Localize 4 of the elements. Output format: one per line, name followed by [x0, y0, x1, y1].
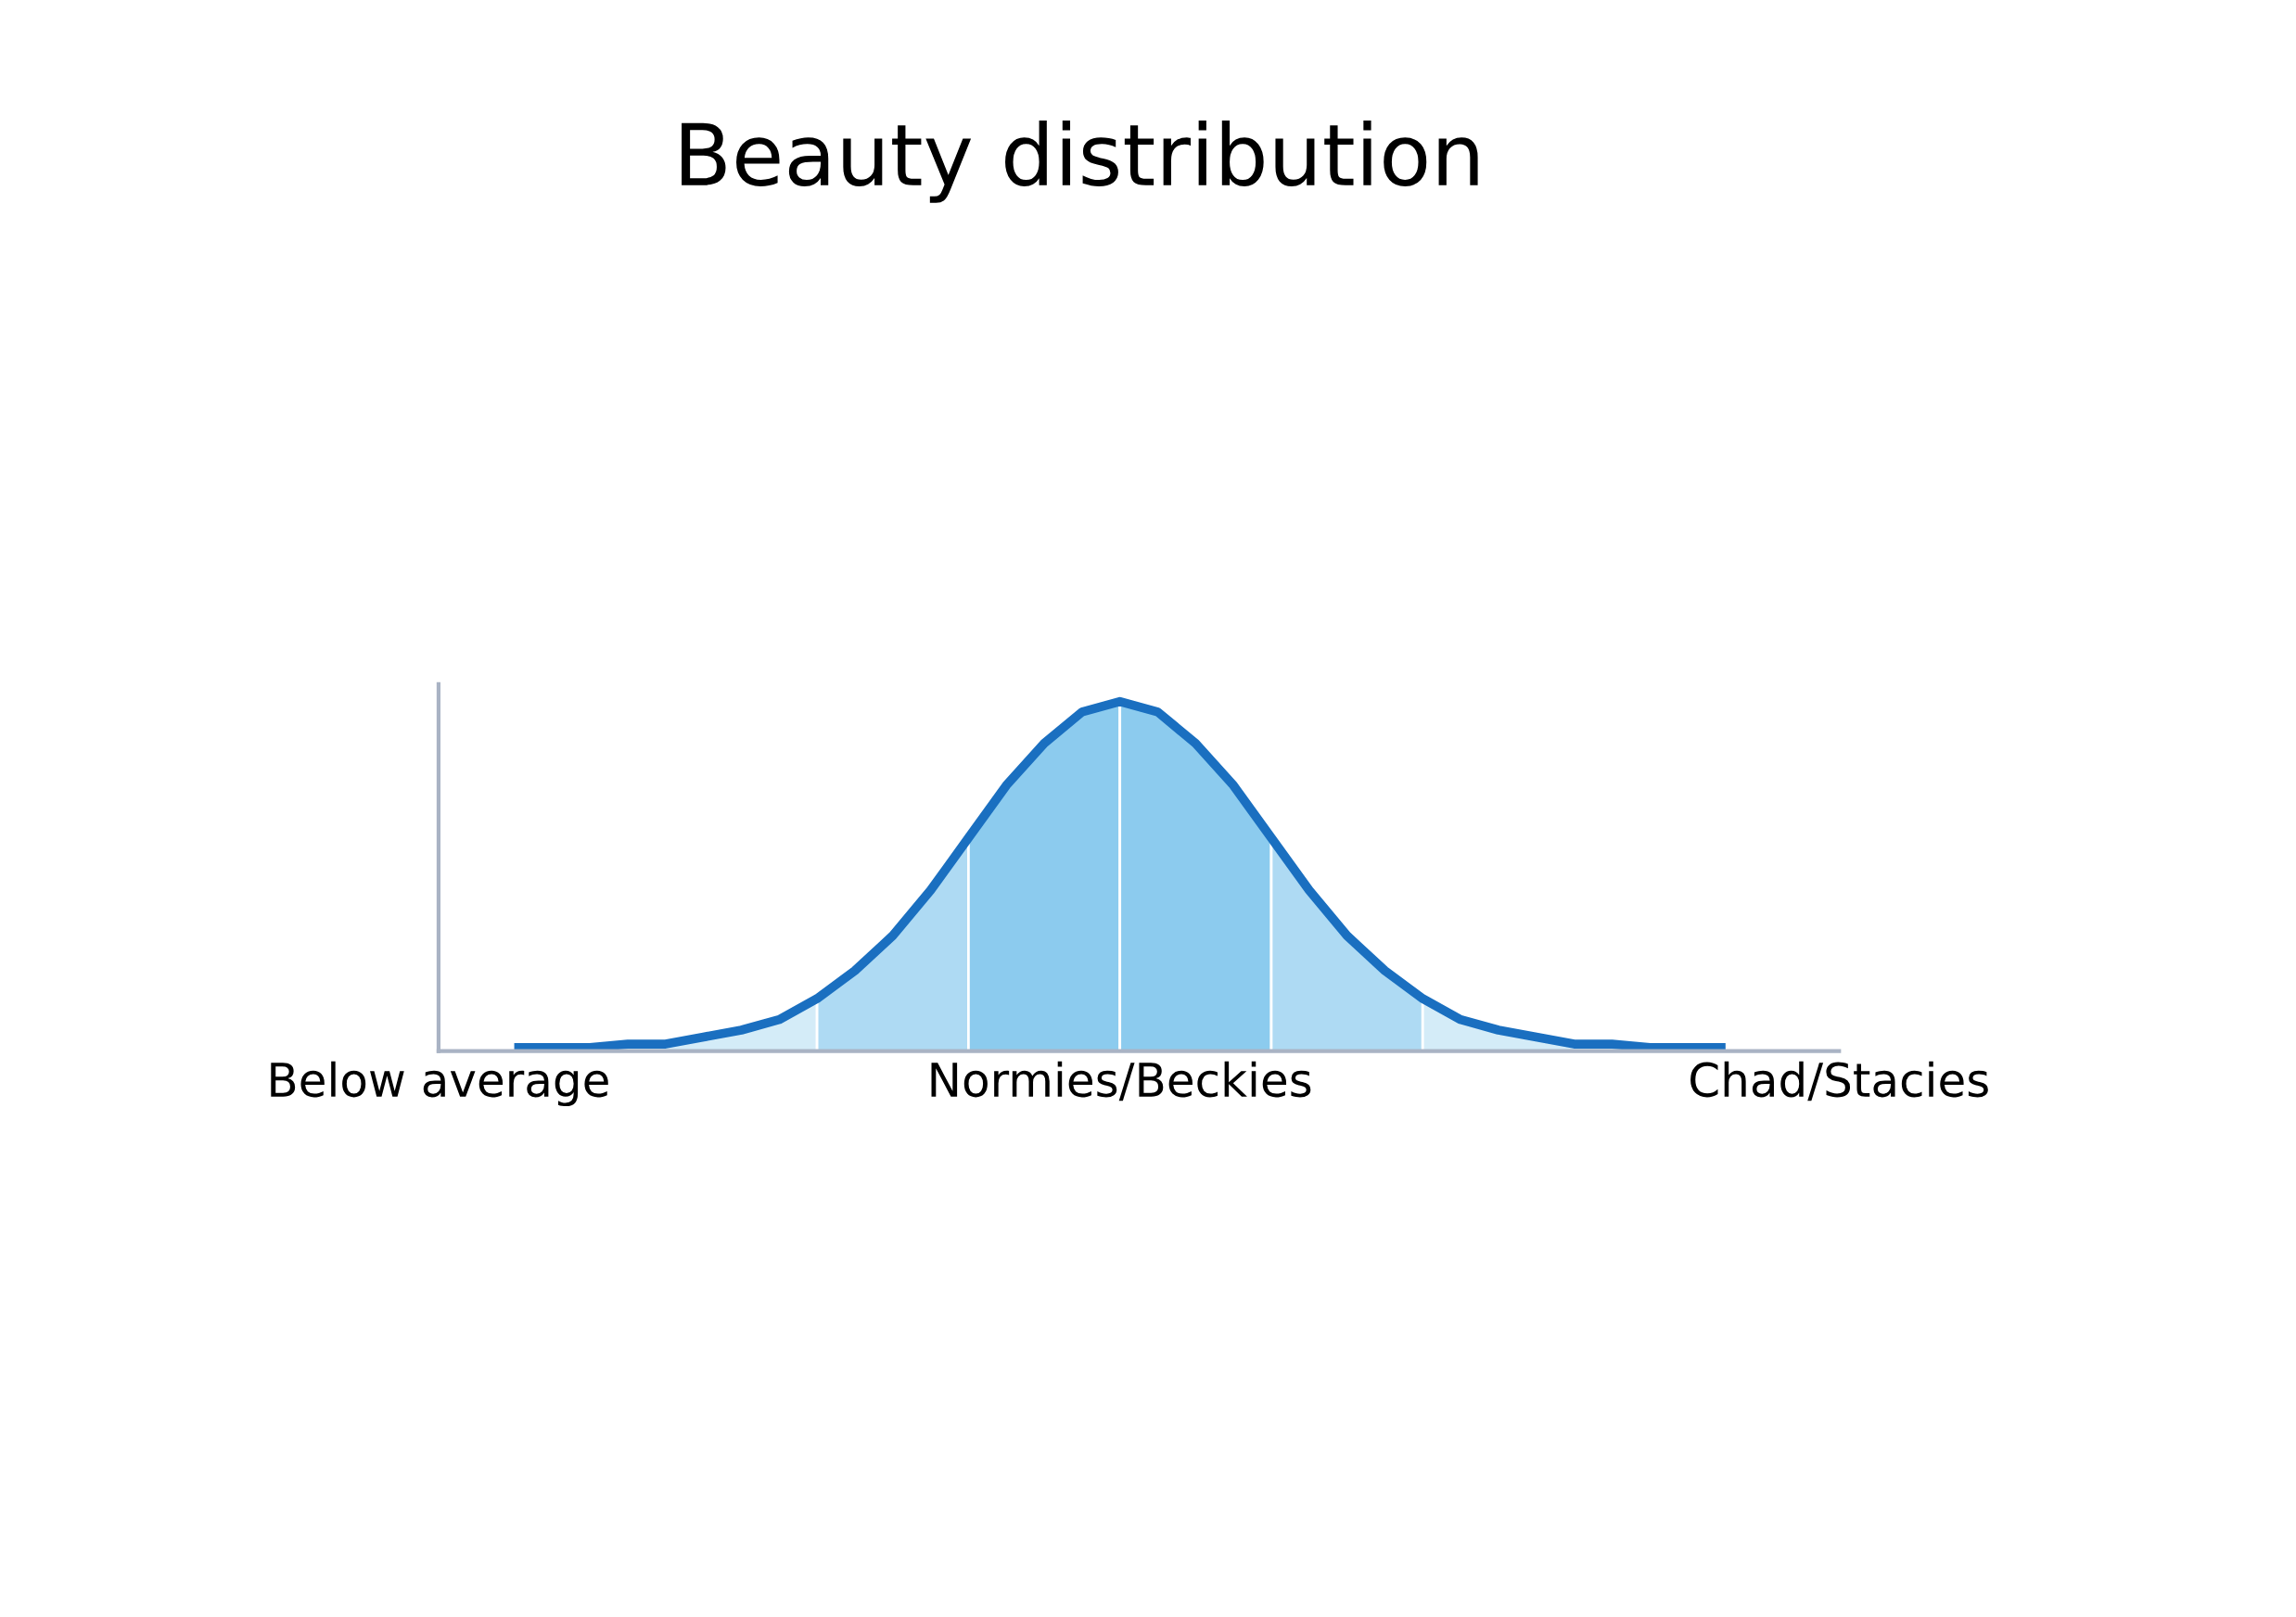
x-tick-label: Normies/Beckies	[931, 1061, 1311, 1101]
chart-title: Beauty distribution	[682, 121, 1478, 203]
x-tick-label: Chad/Stacies	[1690, 1061, 1988, 1101]
x-tick-label: Below average	[271, 1061, 608, 1107]
